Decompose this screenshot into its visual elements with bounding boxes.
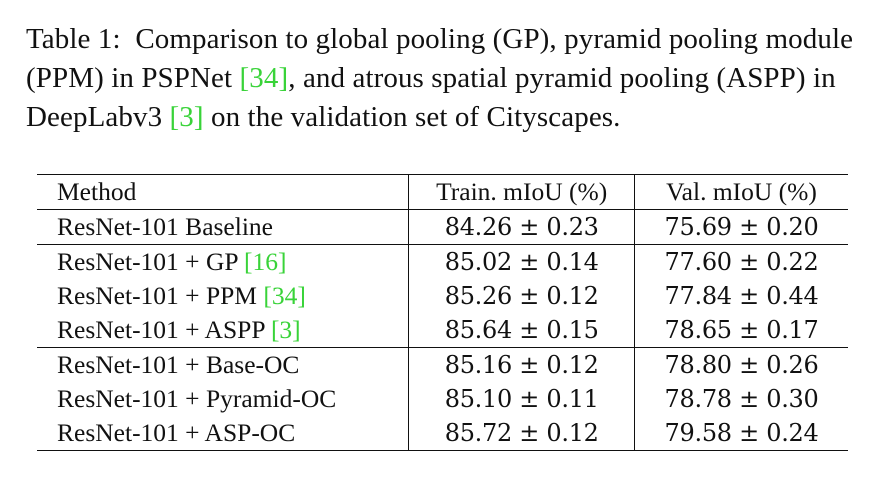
val-miou-cell: 78.80 ± 0.26	[634, 347, 848, 382]
table-caption: Table 1: Comparison to global pooling (G…	[26, 20, 872, 137]
val-miou-cell: 78.65 ± 0.17	[664, 316, 819, 344]
caption-text-3: on the validation set of Cityscapes.	[203, 101, 621, 133]
val-miou-cell: 75.69 ± 0.20	[664, 213, 819, 241]
table-row: ResNet-101 + ASP-OC 85.72 ± 0.12 79.58 ±…	[37, 416, 848, 451]
results-table: Method Train. mIoU (%) Val. mIoU (%) Res…	[37, 174, 848, 451]
val-miou-cell-best: 79.58 ± 0.24	[634, 416, 848, 451]
table-header: Method Train. mIoU (%) Val. mIoU (%)	[37, 174, 848, 210]
method-name: ResNet-101 + ASPP	[57, 315, 271, 344]
caption-text-1: Comparison to global pooling (GP), pyram…	[26, 23, 854, 94]
table-row: ResNet-101 + PPM [34] 85.26 ± 0.12 77.84…	[37, 279, 848, 313]
caption-label: Table 1:	[26, 23, 121, 55]
method-cell: ResNet-101 + GP [16]	[37, 244, 409, 279]
citation-link-3[interactable]: [3]	[169, 101, 204, 133]
method-cell: ResNet-101 + ASPP [3]	[37, 313, 409, 348]
val-miou-cell: 77.60 ± 0.22	[634, 244, 848, 279]
method-cell: ResNet-101 + PPM [34]	[37, 279, 409, 313]
method-name: ResNet-101 + Base-OC	[57, 350, 300, 379]
table-row: ResNet-101 Baseline 84.26 ± 0.23 75.69 ±…	[37, 209, 848, 245]
val-miou-cell: 77.84 ± 0.44	[664, 282, 819, 310]
citation-link-34[interactable]: [34]	[263, 281, 306, 310]
method-cell: ResNet-101 + Pyramid-OC	[37, 382, 409, 416]
caption-text-2: , and atrous spatial pyramid pooling (AS…	[26, 62, 836, 133]
method-name: ResNet-101 + PPM	[57, 281, 264, 310]
method-name: ResNet-101 + GP	[57, 247, 244, 276]
val-miou-cell: 78.78 ± 0.30	[664, 385, 819, 413]
header-val-miou: Val. mIoU (%)	[666, 177, 817, 206]
train-miou-cell: 84.26 ± 0.23	[408, 209, 636, 245]
table-row: ResNet-101 + ASPP [3] 85.64 ± 0.15 78.65…	[37, 313, 848, 348]
train-miou-cell: 85.26 ± 0.12	[408, 279, 636, 313]
method-cell: ResNet-101 Baseline	[37, 210, 409, 245]
table-body: ResNet-101 Baseline 84.26 ± 0.23 75.69 ±…	[37, 209, 848, 451]
method-name: ResNet-101 + ASP-OC	[57, 418, 296, 447]
train-miou-cell-best: 85.72 ± 0.12	[408, 416, 636, 451]
train-miou-cell: 85.10 ± 0.11	[408, 382, 636, 416]
table-row: ResNet-101 + Pyramid-OC 85.10 ± 0.11 78.…	[37, 382, 848, 416]
citation-link-34[interactable]: [34]	[239, 62, 289, 94]
method-name: ResNet-101 Baseline	[57, 212, 273, 241]
citation-link-16[interactable]: [16]	[243, 247, 287, 276]
citation-link-3[interactable]: [3]	[270, 315, 301, 344]
method-cell: ResNet-101 + ASP-OC	[37, 416, 409, 451]
header-train-miou: Train. mIoU (%)	[408, 174, 636, 210]
header-row: Method Train. mIoU (%) Val. mIoU (%)	[37, 174, 848, 210]
header-method: Method	[57, 177, 137, 206]
train-miou-cell: 85.02 ± 0.14	[408, 244, 636, 279]
train-miou-cell: 85.64 ± 0.15	[408, 313, 636, 348]
table-row: ResNet-101 + Base-OC 85.16 ± 0.12 78.80 …	[37, 347, 848, 382]
method-name: ResNet-101 + Pyramid-OC	[57, 384, 337, 413]
train-miou-cell: 85.16 ± 0.12	[408, 347, 636, 382]
table-row: ResNet-101 + GP [16] 85.02 ± 0.14 77.60 …	[37, 244, 848, 279]
method-cell: ResNet-101 + Base-OC	[37, 347, 409, 382]
